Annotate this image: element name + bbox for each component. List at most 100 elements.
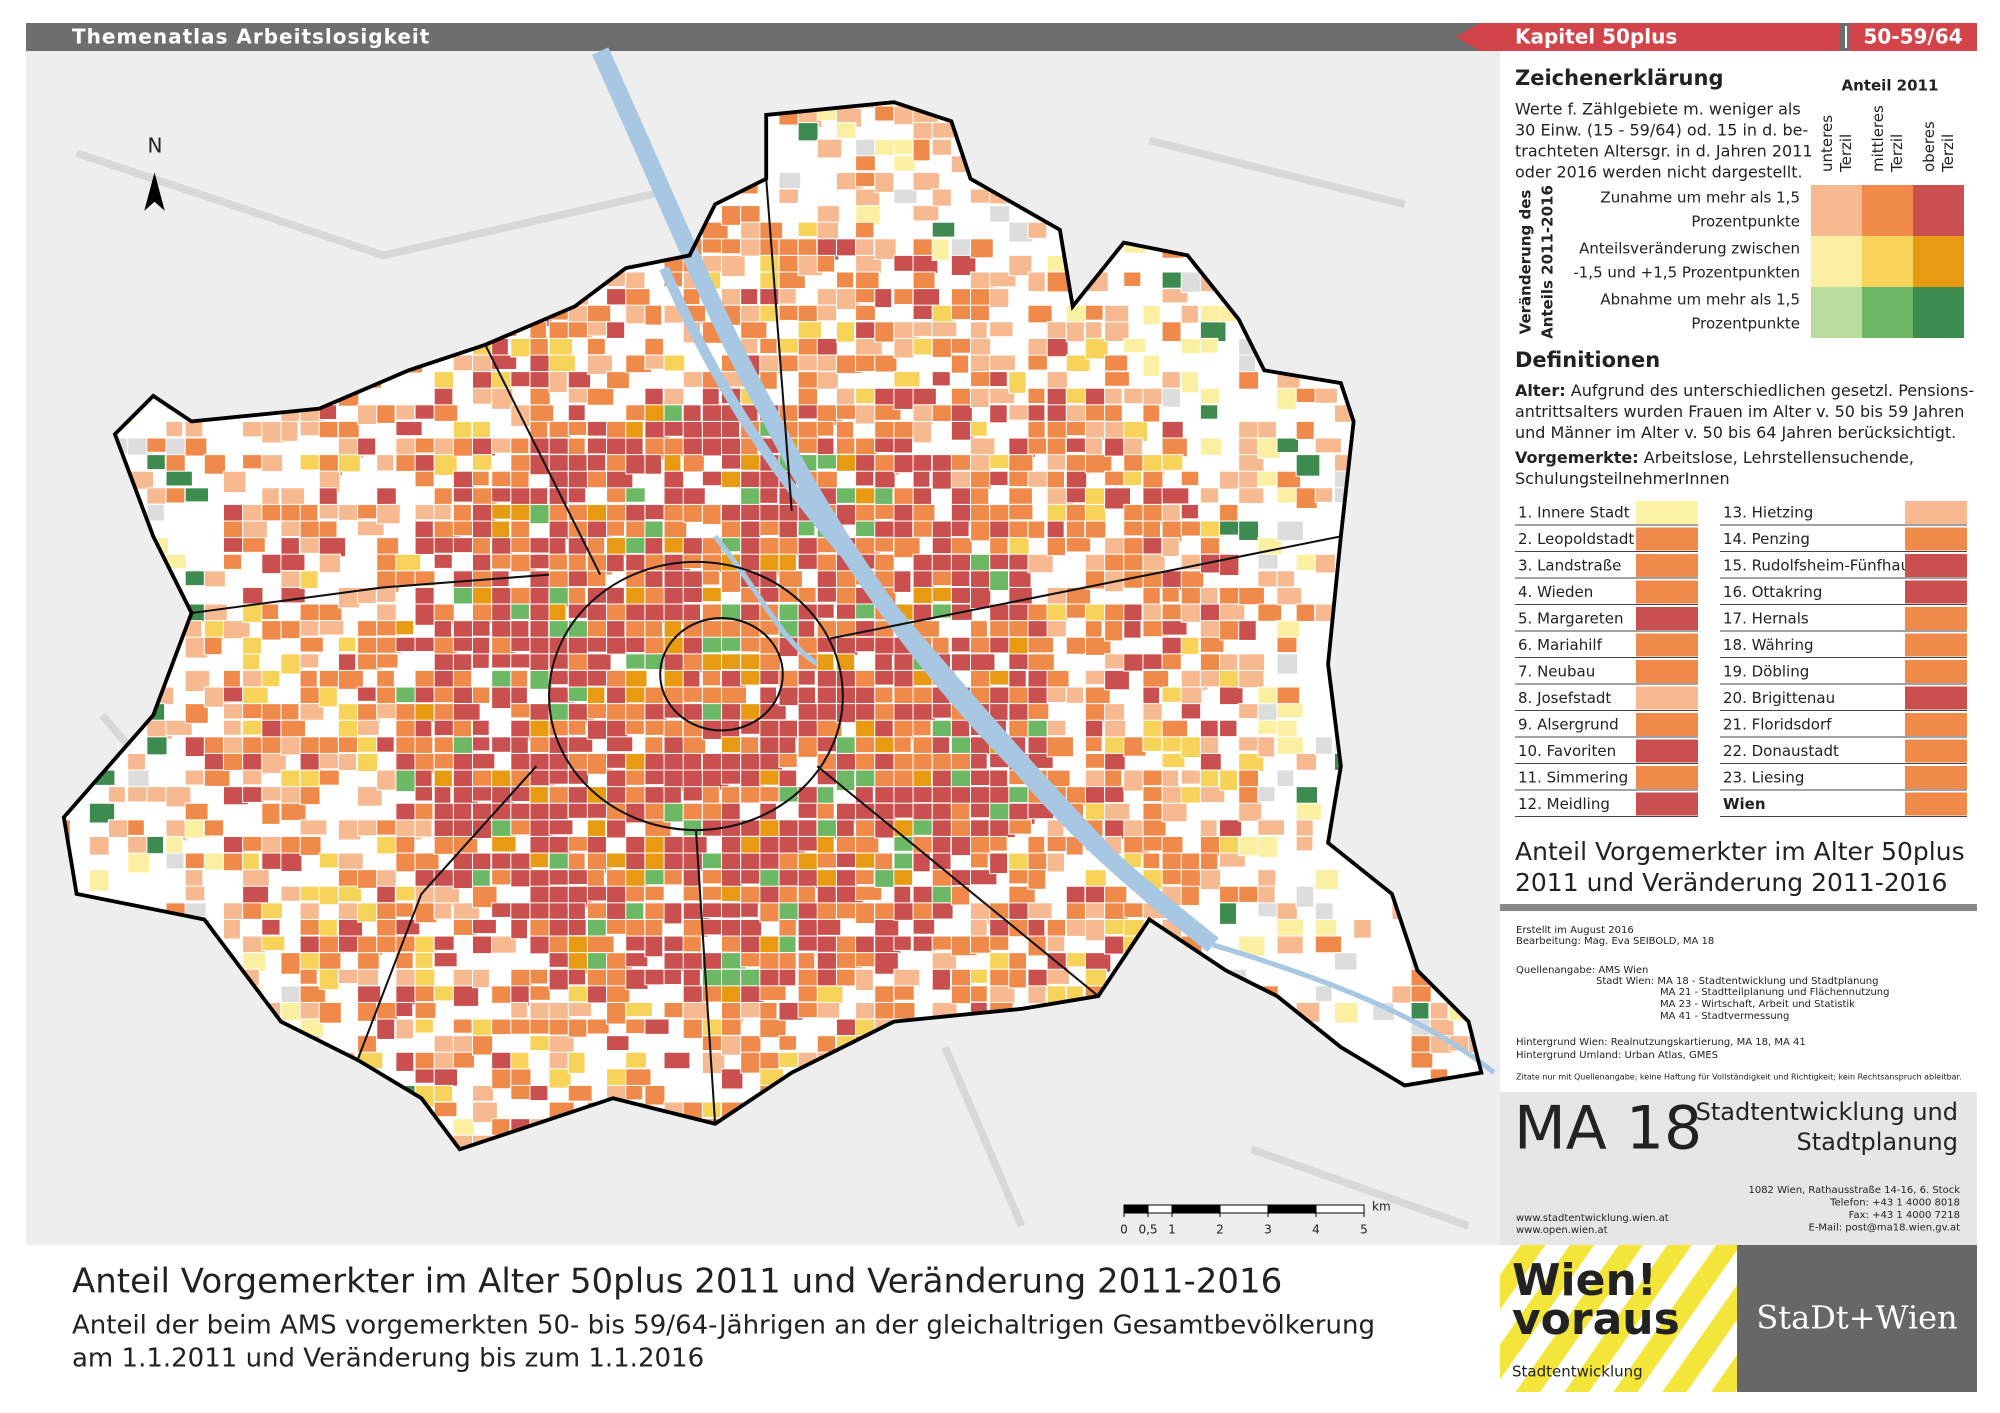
census-block xyxy=(1199,586,1219,606)
district-name: Wien xyxy=(1723,795,1766,813)
census-block xyxy=(586,918,607,938)
census-block xyxy=(778,686,800,707)
census-block xyxy=(606,869,629,889)
census-block xyxy=(452,653,473,672)
district-name: 16. Ottakring xyxy=(1723,583,1822,601)
census-block xyxy=(1219,769,1239,791)
credit-line: MA 21 - Stadtteilplanung und Flächennutz… xyxy=(1660,987,1889,998)
census-block xyxy=(1238,669,1265,689)
census-block xyxy=(1295,885,1315,908)
census-block xyxy=(1046,620,1067,638)
census-block xyxy=(1104,437,1125,457)
census-block xyxy=(970,304,990,322)
census-block xyxy=(567,470,589,490)
census-block xyxy=(1295,454,1321,477)
census-block xyxy=(414,802,434,821)
census-block xyxy=(529,985,551,1001)
census-block xyxy=(797,420,821,441)
census-block xyxy=(931,769,953,788)
census-block xyxy=(855,503,878,524)
census-block xyxy=(433,719,455,737)
census-block xyxy=(644,719,665,736)
district-swatch xyxy=(1905,739,1967,763)
census-block xyxy=(893,138,914,156)
census-block xyxy=(299,819,328,836)
census-block xyxy=(433,1051,457,1072)
census-block xyxy=(1142,736,1165,752)
census-block xyxy=(433,786,452,805)
census-block xyxy=(759,1018,787,1039)
census-block xyxy=(1123,337,1147,354)
census-block xyxy=(222,918,241,940)
census-block xyxy=(529,968,549,985)
definition-text: Aufgrund des unterschiedlichen gesetzl. … xyxy=(1566,381,1974,400)
census-block xyxy=(970,420,988,437)
census-block xyxy=(835,321,856,343)
census-block xyxy=(720,869,743,889)
credit-line: Hintergrund Wien: Realnutzungskartierung… xyxy=(1516,1037,1806,1048)
census-block xyxy=(471,537,491,557)
census-block xyxy=(299,669,318,689)
census-block xyxy=(663,869,683,886)
credit-line: Stadt Wien: MA 18 - Stadtentwicklung und… xyxy=(1596,976,1878,987)
census-block xyxy=(893,852,914,870)
census-block xyxy=(778,337,801,354)
census-block xyxy=(108,819,129,839)
census-block xyxy=(510,503,531,522)
census-block xyxy=(855,470,875,487)
chapter: Kapitel 50plus xyxy=(1515,25,1677,49)
census-block xyxy=(395,802,418,821)
census-block xyxy=(203,752,226,771)
census-block xyxy=(1238,653,1266,672)
census-block xyxy=(912,321,935,337)
census-block xyxy=(950,885,971,906)
census-block xyxy=(816,354,840,372)
census-block xyxy=(855,221,875,239)
census-block xyxy=(242,885,270,905)
census-block xyxy=(1084,437,1103,457)
census-block xyxy=(242,537,266,553)
census-block xyxy=(1084,337,1109,360)
census-block xyxy=(1314,935,1343,954)
census-block xyxy=(701,1101,722,1118)
census-block xyxy=(414,570,436,587)
panel-title: Anteil Vorgemerkter im Alter 50plus xyxy=(1515,837,1965,866)
census-block xyxy=(1410,1051,1434,1069)
census-block xyxy=(720,686,748,706)
census-block xyxy=(989,520,1010,540)
census-block xyxy=(452,985,480,1007)
census-block xyxy=(1276,935,1304,955)
census-block xyxy=(548,520,572,541)
census-block xyxy=(529,1018,550,1035)
census-block xyxy=(950,454,972,471)
census-block xyxy=(816,371,839,390)
census-block xyxy=(625,1084,644,1101)
district-name: 3. Landstraße xyxy=(1518,557,1621,575)
census-block xyxy=(1008,570,1032,590)
census-block xyxy=(1104,420,1125,441)
address-line: Fax: +43 1 4000 7218 xyxy=(1849,1210,1960,1221)
census-block xyxy=(586,437,608,455)
census-block xyxy=(1104,354,1129,372)
census-block xyxy=(1027,985,1047,1005)
census-block xyxy=(1161,653,1182,671)
credit-line: Erstellt im August 2016 xyxy=(1516,925,1634,936)
census-block xyxy=(491,869,512,886)
district-name: 10. Favoriten xyxy=(1518,742,1616,760)
census-block xyxy=(1314,487,1334,503)
census-block xyxy=(970,752,988,770)
census-block xyxy=(586,321,608,337)
census-block xyxy=(510,487,533,506)
census-block xyxy=(1219,819,1243,839)
census-block xyxy=(931,736,951,756)
note-line: Werte f. Zählgebiete m. weniger als xyxy=(1515,100,1801,119)
census-block xyxy=(337,653,357,672)
census-block xyxy=(874,520,897,538)
census-block xyxy=(1027,902,1053,920)
census-block xyxy=(970,470,992,491)
census-block xyxy=(280,420,299,442)
census-block xyxy=(1046,935,1066,953)
census-block xyxy=(165,719,193,736)
census-block xyxy=(222,669,241,690)
definitions: Alter: Aufgrund des unterschiedlichen ge… xyxy=(1515,381,1974,488)
